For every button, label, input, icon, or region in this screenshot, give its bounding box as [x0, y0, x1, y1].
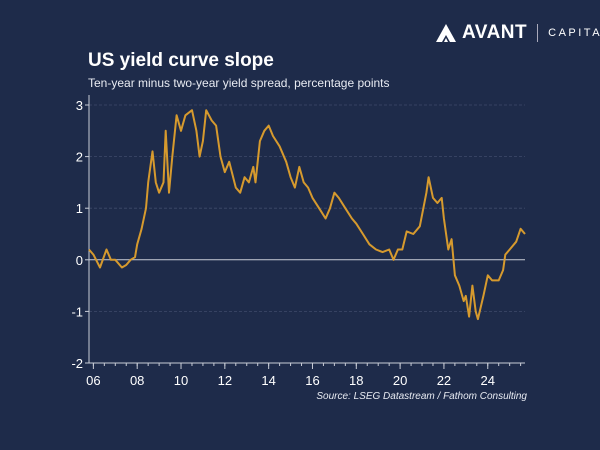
- x-tick-label: 20: [393, 373, 407, 388]
- chart-title: US yield curve slope: [88, 50, 274, 71]
- chart-source: Source: LSEG Datastream / Fathom Consult…: [316, 391, 527, 402]
- x-tick-label: 24: [481, 373, 495, 388]
- avant-capital-logo: AVANT CAPITAL: [436, 22, 600, 44]
- y-tick-label: 0: [76, 253, 83, 268]
- y-tick-label: -2: [71, 356, 83, 371]
- logo-mark-icon: [436, 24, 456, 42]
- logo-brand: AVANT: [462, 22, 528, 43]
- x-tick-label: 18: [349, 373, 363, 388]
- x-tick-label: 14: [261, 373, 275, 388]
- x-tick-label: 22: [437, 373, 451, 388]
- y-tick-label: 1: [76, 201, 83, 216]
- chart-subtitle: Ten-year minus two-year yield spread, pe…: [88, 76, 390, 90]
- logo-suffix: CAPITAL: [548, 27, 600, 39]
- x-tick-label: 08: [130, 373, 144, 388]
- y-tick-label: 3: [76, 98, 83, 113]
- x-tick-label: 10: [174, 373, 188, 388]
- yield-spread-line: [88, 109, 526, 321]
- x-tick-label: 12: [218, 373, 232, 388]
- x-tick-label: 06: [86, 373, 100, 388]
- y-tick-label: 2: [76, 150, 83, 165]
- x-tick-label: 16: [305, 373, 319, 388]
- logo-divider: [537, 24, 539, 42]
- y-tick-label: -1: [71, 304, 83, 319]
